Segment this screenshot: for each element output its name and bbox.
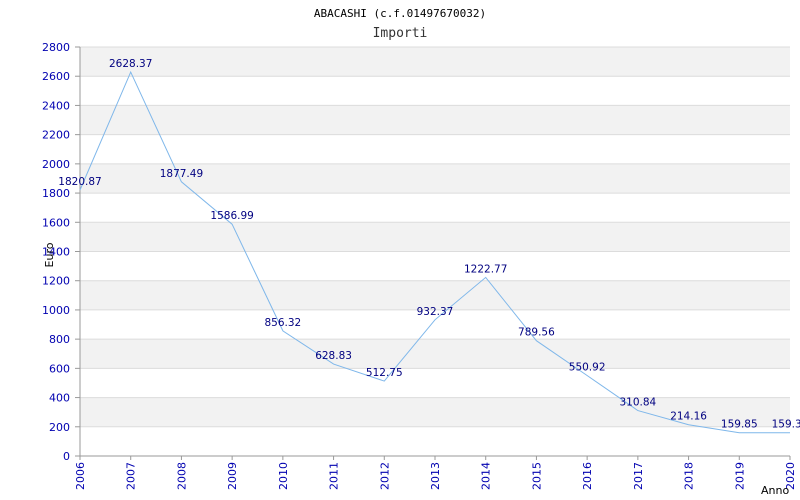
y-tick-label: 1000 bbox=[42, 304, 70, 317]
data-label: 1586.99 bbox=[210, 210, 253, 222]
x-tick-label: 2010 bbox=[277, 462, 290, 490]
data-label: 214.16 bbox=[670, 411, 707, 423]
x-tick-label: 2016 bbox=[581, 462, 594, 490]
x-tick-labels: 2006 2007 2008 2009 2010 2011 2012 2013 2014 2015… bbox=[74, 456, 797, 490]
x-tick-label: 2019 bbox=[733, 462, 746, 490]
data-label: 159.85 bbox=[721, 419, 758, 431]
series-line bbox=[79, 70, 790, 434]
grid-band bbox=[80, 47, 790, 77]
data-label: 628.83 bbox=[315, 350, 352, 362]
data-labels: 1820.87 2628.37 1877.49 1586.99 856.32 628.83… bbox=[58, 58, 800, 431]
grid-band bbox=[80, 105, 790, 135]
grid-band bbox=[80, 339, 790, 369]
x-tick-label: 2013 bbox=[429, 462, 442, 490]
grid-band bbox=[80, 222, 790, 252]
chart-subtitle: Importi bbox=[373, 26, 428, 41]
x-tick-label: 2014 bbox=[480, 462, 493, 490]
data-label: 159.36 bbox=[772, 419, 800, 431]
x-tick-label: 2006 bbox=[74, 462, 87, 490]
y-tick-label: 2200 bbox=[42, 129, 70, 142]
chart-title: ABACASHI (c.f.01497670032) bbox=[314, 7, 486, 20]
data-label: 512.75 bbox=[366, 367, 403, 379]
x-tick-label: 2011 bbox=[328, 462, 341, 490]
y-tick-label: 0 bbox=[63, 450, 70, 463]
data-label: 2628.37 bbox=[109, 58, 152, 70]
y-tick-label: 1400 bbox=[42, 246, 70, 259]
data-label: 1820.87 bbox=[58, 176, 101, 188]
x-tick-label: 2009 bbox=[226, 462, 239, 490]
x-axis-label: Anno bbox=[761, 484, 789, 497]
grid-band bbox=[80, 280, 790, 310]
y-tick-label: 2400 bbox=[42, 99, 70, 112]
data-label: 1222.77 bbox=[464, 263, 507, 275]
data-label: 856.32 bbox=[264, 317, 301, 329]
y-tick-label: 2000 bbox=[42, 158, 70, 171]
y-tick-label: 1800 bbox=[42, 187, 70, 200]
y-tick-label: 200 bbox=[49, 421, 70, 434]
y-tick-label: 2600 bbox=[42, 70, 70, 83]
grid-band bbox=[80, 397, 790, 427]
y-tick-label: 800 bbox=[49, 333, 70, 346]
data-label: 932.37 bbox=[417, 306, 454, 318]
grid-bands bbox=[80, 47, 790, 427]
y-tick-label: 1200 bbox=[42, 275, 70, 288]
x-tick-label: 2007 bbox=[125, 462, 138, 490]
data-label: 550.92 bbox=[569, 362, 606, 374]
y-tick-labels: 0 200 400 600 800 1000 1200 1400 1600 1800 2000 220… bbox=[42, 41, 70, 463]
y-axis-label: Euro bbox=[43, 242, 56, 267]
x-tick-label: 2018 bbox=[683, 462, 696, 490]
y-tick-label: 400 bbox=[49, 392, 70, 405]
y-tick-label: 2800 bbox=[42, 41, 70, 54]
x-tick-label: 2017 bbox=[632, 462, 645, 490]
x-tick-label: 2012 bbox=[378, 462, 391, 490]
data-label: 310.84 bbox=[619, 397, 656, 409]
x-tick-label: 2008 bbox=[175, 462, 188, 490]
y-tick-label: 1600 bbox=[42, 216, 70, 229]
y-tick-label: 600 bbox=[49, 362, 70, 375]
data-label: 1877.49 bbox=[160, 168, 203, 180]
grid-lines bbox=[75, 46, 790, 457]
grid-band bbox=[80, 163, 790, 194]
data-label: 789.56 bbox=[518, 327, 555, 339]
x-tick-label: 2015 bbox=[530, 462, 543, 490]
x-tick-label: 2020 bbox=[784, 462, 797, 490]
